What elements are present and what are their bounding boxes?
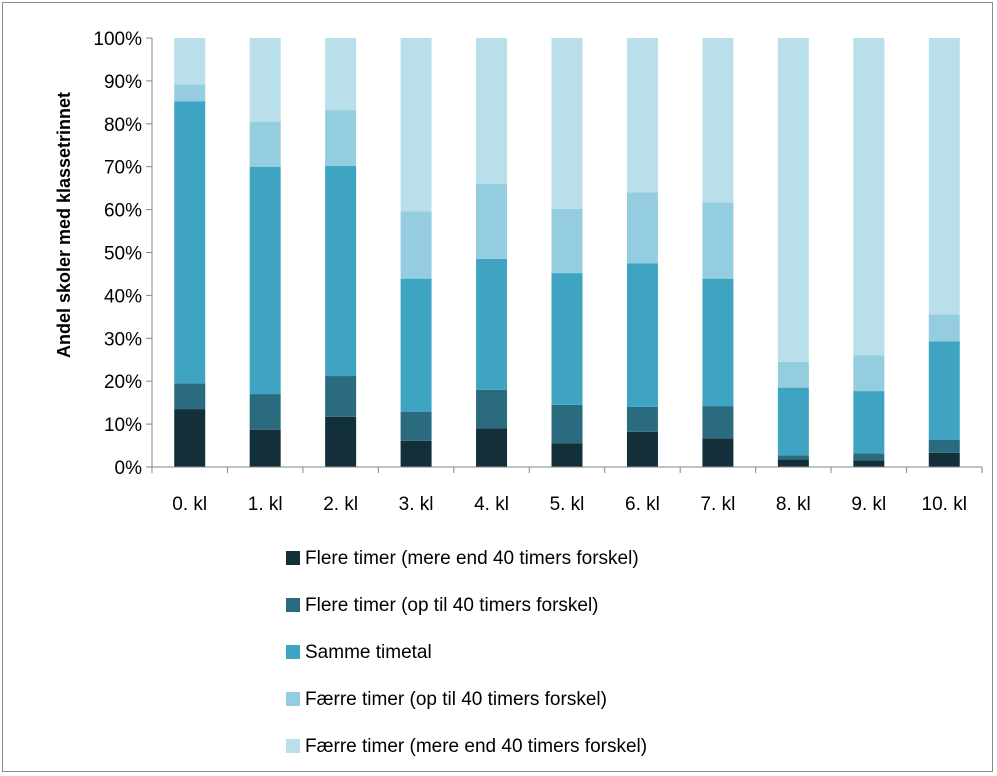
- stacked-bar-chart: Andel skoler med klassetrinnet 0% 10% 20% 3…: [54, 29, 983, 757]
- legend-item: Færre timer (op til 40 timers forskel): [286, 689, 607, 710]
- bar-segment: [777, 387, 809, 456]
- bar-segment: [174, 409, 206, 467]
- y-tick-label: 80%: [104, 115, 142, 136]
- bar-segment: [325, 416, 357, 467]
- bar-segment: [325, 165, 357, 377]
- bar-segment: [325, 376, 357, 417]
- x-category-label: 3. kl: [399, 494, 434, 515]
- y-axis-title: Andel skoler med klassetrinnet: [54, 92, 74, 358]
- bar-segment: [400, 278, 432, 412]
- bar-segment: [626, 192, 658, 264]
- bar-segment: [702, 278, 734, 407]
- legend-item: Flere timer (op til 40 timers forskel): [286, 595, 599, 616]
- bar-segment: [777, 459, 809, 467]
- bar-segment: [928, 341, 960, 440]
- x-category-label: 4. kl: [474, 494, 509, 515]
- y-tick-label: 30%: [104, 329, 142, 350]
- bar-segment: [551, 273, 583, 405]
- x-category-label: 9. kl: [851, 494, 886, 515]
- legend-item: Samme timetal: [286, 642, 432, 663]
- x-category-label: 6. kl: [625, 494, 660, 515]
- y-tick-label: 10%: [104, 415, 142, 436]
- bar-segment: [928, 314, 960, 342]
- x-category-label: 0. kl: [172, 494, 207, 515]
- bar-segment: [174, 38, 206, 85]
- bar-segment: [853, 460, 885, 467]
- bar-segment: [476, 389, 508, 429]
- bar-segment: [400, 211, 432, 279]
- bar-segment: [626, 431, 658, 467]
- y-tick-label: 20%: [104, 372, 142, 393]
- legend-label: Flere timer (op til 40 timers forskel): [305, 595, 599, 616]
- y-tick-label: 90%: [104, 72, 142, 93]
- bar-segment: [325, 110, 357, 166]
- bar-segment: [249, 121, 281, 167]
- bar-segment: [702, 202, 734, 279]
- bar-segment: [249, 38, 281, 122]
- bar-segment: [853, 391, 885, 454]
- legend-swatch: [286, 645, 300, 659]
- bar-segment: [626, 38, 658, 193]
- bar-segment: [400, 38, 432, 212]
- bar-segment: [476, 428, 508, 467]
- bar-segment: [249, 166, 281, 395]
- x-category-label: 2. kl: [323, 494, 358, 515]
- y-tick-label: 40%: [104, 286, 142, 307]
- bar-segment: [626, 406, 658, 432]
- bar-segment: [928, 439, 960, 453]
- y-tick-label: 100%: [93, 29, 142, 50]
- legend-item: Flere timer (mere end 40 timers forskel): [286, 548, 639, 569]
- bar-segment: [249, 394, 281, 430]
- legend-swatch: [286, 692, 300, 706]
- bar-segment: [777, 38, 809, 362]
- x-category-label: 5. kl: [550, 494, 585, 515]
- bar-segment: [325, 38, 357, 111]
- x-category-label: 1. kl: [248, 494, 283, 515]
- bar-segment: [853, 355, 885, 392]
- bar-segment: [174, 84, 206, 102]
- x-category-label: 8. kl: [776, 494, 811, 515]
- bar-segment: [777, 455, 809, 460]
- bar-segment: [476, 38, 508, 184]
- y-tick-label: 60%: [104, 201, 142, 222]
- legend-item: Færre timer (mere end 40 timers forskel): [286, 736, 647, 757]
- legend-label: Samme timetal: [305, 642, 432, 663]
- y-tick-label: 0%: [115, 458, 143, 479]
- bar-segment: [551, 208, 583, 274]
- legend-label: Flere timer (mere end 40 timers forskel): [305, 548, 639, 569]
- plot-area: 0% 10% 20% 30% 40% 50% 60% 70% 80% 90% 100% 0. kl 1.…: [93, 29, 983, 515]
- bar-segment: [476, 183, 508, 259]
- bar-segment: [702, 438, 734, 467]
- bar-segment: [400, 440, 432, 467]
- bar-segment: [853, 38, 885, 356]
- bar-segment: [777, 361, 809, 388]
- bar-segment: [174, 101, 206, 384]
- x-category-label: 7. kl: [700, 494, 735, 515]
- bar-segment: [928, 452, 960, 467]
- legend-swatch: [286, 551, 300, 565]
- bar-segment: [400, 411, 432, 441]
- bar-segment: [551, 38, 583, 209]
- legend: Flere timer (mere end 40 timers forskel)…: [286, 548, 647, 757]
- bars: [174, 38, 960, 467]
- bar-segment: [626, 263, 658, 407]
- bar-segment: [551, 404, 583, 444]
- bar-segment: [174, 383, 206, 410]
- bar-segment: [702, 406, 734, 439]
- y-tick-label: 50%: [104, 244, 142, 265]
- bar-segment: [928, 38, 960, 315]
- y-axis-title-group: Andel skoler med klassetrinnet: [54, 92, 74, 358]
- legend-swatch: [286, 739, 300, 753]
- bar-segment: [853, 453, 885, 461]
- bar-segment: [476, 258, 508, 390]
- bar-segment: [702, 38, 734, 203]
- legend-label: Færre timer (op til 40 timers forskel): [305, 689, 607, 710]
- legend-label: Færre timer (mere end 40 timers forskel): [305, 736, 647, 757]
- y-tick-label: 70%: [104, 158, 142, 179]
- bar-segment: [249, 429, 281, 467]
- legend-swatch: [286, 598, 300, 612]
- bar-segment: [551, 443, 583, 467]
- x-category-label: 10. kl: [922, 494, 967, 515]
